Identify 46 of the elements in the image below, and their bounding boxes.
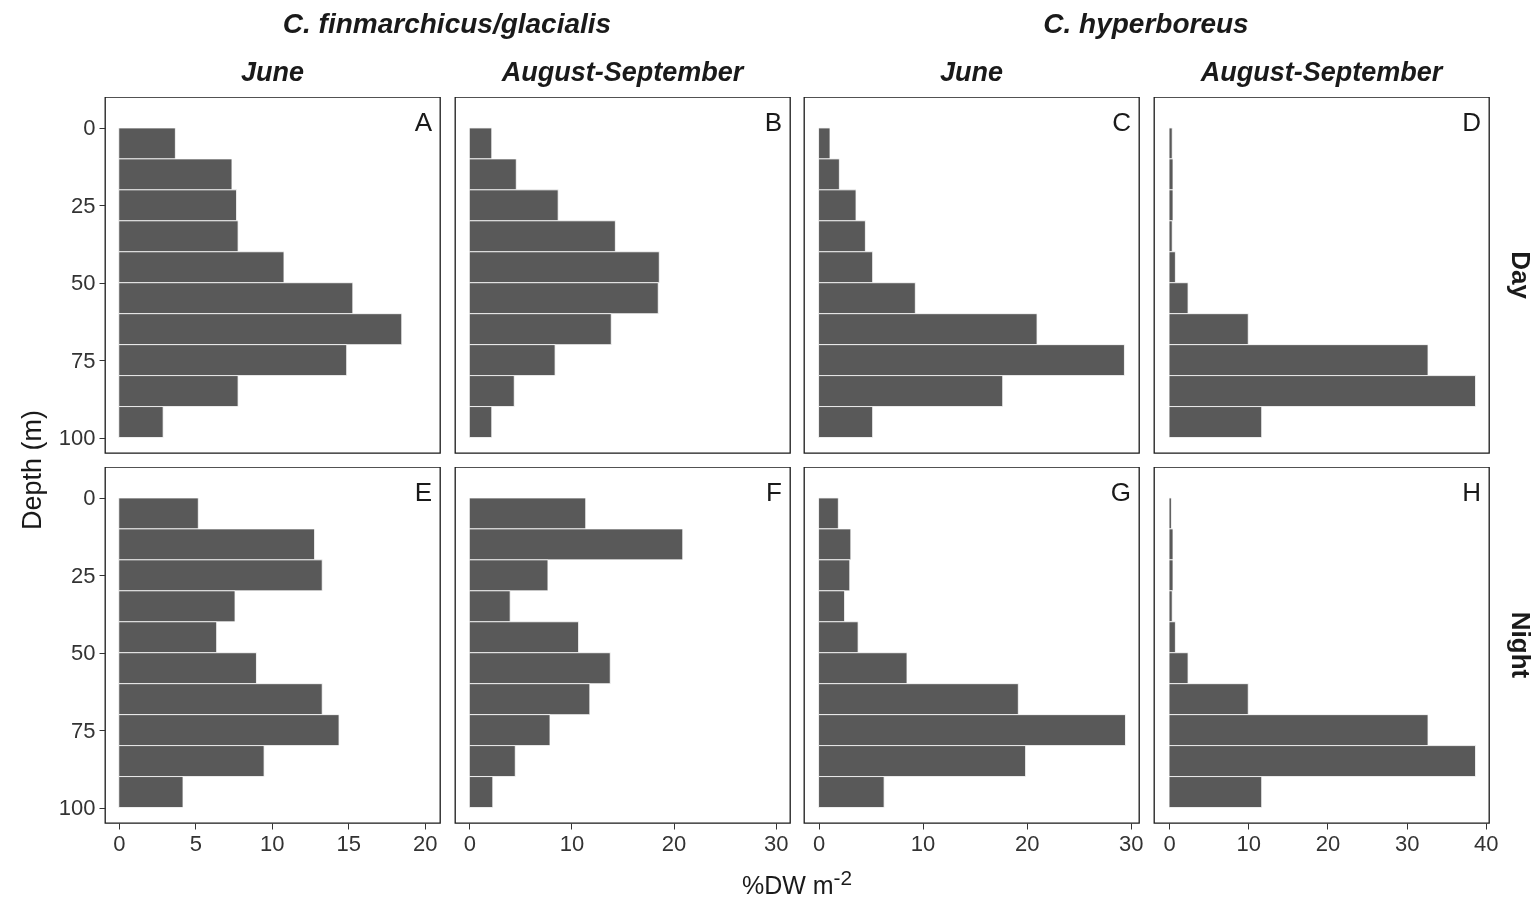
x-tick-label: 0: [113, 830, 126, 856]
x-tick-label: 0: [1163, 830, 1176, 856]
chart-title: C. finmarchicus/glacialis: [282, 8, 612, 39]
chart-subtitle: June: [939, 57, 1004, 87]
chart-subtitle: August-September: [1200, 57, 1443, 87]
x-tick-label: 20: [412, 830, 438, 856]
annotation: E: [414, 477, 432, 507]
y-tick-label: 75: [71, 347, 96, 373]
x-axis-title: %DW m$^{-2}$: [741, 866, 853, 900]
text: Night: [1506, 611, 1531, 679]
chart-subtitle: August-September: [501, 57, 744, 87]
y-tick-label: 0: [83, 485, 96, 511]
annotation: F: [766, 477, 782, 507]
x-tick-label: 10: [559, 830, 585, 856]
x-tick-label: 40: [1474, 830, 1499, 856]
x-tick-label: 20: [1315, 830, 1341, 856]
x-tick-label: 20: [661, 830, 687, 856]
text: Day: [1506, 251, 1531, 299]
y-tick-label: 100: [58, 795, 96, 821]
x-tick-label: 20: [1014, 830, 1040, 856]
x-tick-label: 15: [336, 830, 361, 856]
x-tick-label: 10: [1236, 830, 1261, 856]
y-tick-label: 25: [71, 562, 96, 588]
annotation: H: [1462, 477, 1481, 507]
x-tick-label: 30: [1394, 830, 1420, 856]
x-tick-label: 30: [1118, 830, 1144, 856]
y-tick-label: 0: [83, 115, 96, 141]
x-tick-label: 10: [910, 830, 936, 856]
annotation: C: [1112, 107, 1131, 137]
chart-subtitle: June: [240, 57, 305, 87]
x-tick-label: 5: [189, 830, 202, 856]
y-tick-label: 50: [71, 640, 96, 666]
chart-title: C. hyperboreus: [1043, 8, 1249, 39]
y-axis-title: Depth (m): [16, 409, 47, 531]
x-tick-label: 30: [763, 830, 789, 856]
annotation: G: [1110, 477, 1131, 507]
x-tick-label: 10: [259, 830, 285, 856]
annotation: B: [764, 107, 782, 137]
x-tick-label: 0: [463, 830, 476, 856]
y-tick-label: 75: [71, 717, 96, 743]
y-tick-label: 50: [71, 270, 96, 296]
y-tick-label: 25: [71, 192, 96, 218]
x-tick-label: 0: [812, 830, 826, 856]
annotation: D: [1462, 107, 1481, 137]
y-tick-label: 100: [58, 425, 96, 451]
annotation: A: [414, 107, 432, 137]
